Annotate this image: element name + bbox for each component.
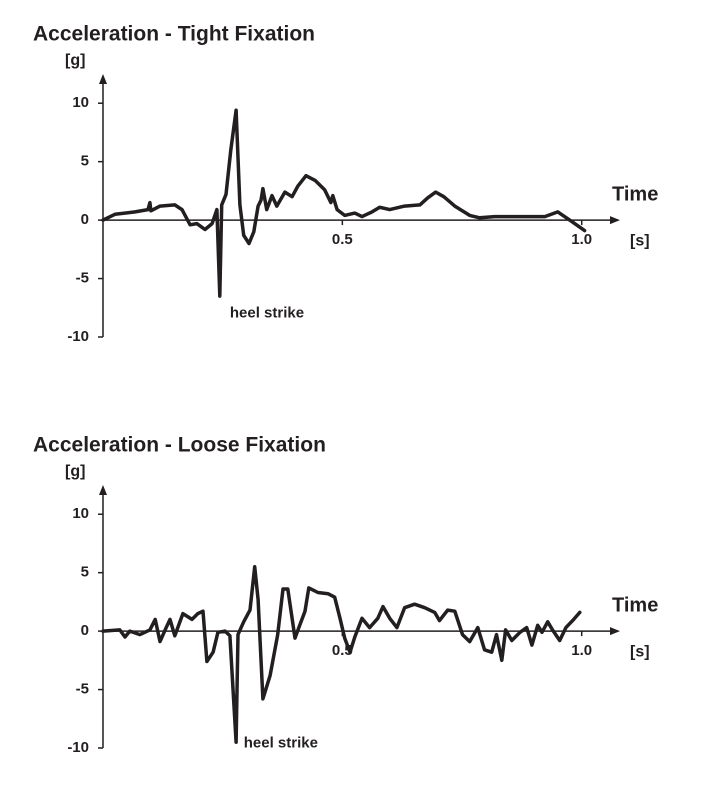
- data-line: [101, 565, 582, 744]
- y-tick-label: -5: [76, 270, 89, 287]
- y-tick-label: 0: [81, 211, 89, 228]
- y-tick-label: 5: [81, 153, 89, 170]
- chart-title: Acceleration - Tight Fixation: [33, 23, 315, 46]
- x-tick-label: 1.0: [571, 231, 592, 248]
- x-axis-label: Time: [612, 594, 658, 616]
- y-tick-label: 0: [81, 622, 89, 639]
- y-tick-label: 10: [72, 505, 89, 522]
- y-axis-arrow: [99, 485, 107, 495]
- data-line: [101, 108, 587, 298]
- annotation: heel strike: [244, 734, 318, 751]
- x-axis-arrow: [610, 216, 620, 225]
- y-tick-label: 10: [72, 94, 89, 111]
- x-tick-label: 1.0: [571, 642, 592, 659]
- y-axis-label: [g]: [65, 52, 85, 69]
- y-tick-label: -10: [67, 739, 89, 756]
- y-tick-label: -5: [76, 681, 89, 698]
- chart: Acceleration - Tight Fixation [g] Time [s] -…: [33, 23, 658, 345]
- x-tick-label: 0.5: [332, 231, 353, 248]
- y-axis-label: [g]: [65, 463, 85, 480]
- y-tick-label: 5: [81, 564, 89, 581]
- x-axis-arrow: [610, 627, 620, 636]
- annotation: heel strike: [230, 305, 304, 322]
- x-axis-label: Time: [612, 183, 658, 205]
- chart: Acceleration - Loose Fixation [g] Time [s] -…: [33, 434, 658, 756]
- y-tick-label: -10: [67, 328, 89, 345]
- chart-title: Acceleration - Loose Fixation: [33, 434, 326, 457]
- x-axis-unit: [s]: [630, 232, 650, 249]
- x-axis-unit: [s]: [630, 643, 650, 660]
- y-axis-arrow: [99, 74, 107, 84]
